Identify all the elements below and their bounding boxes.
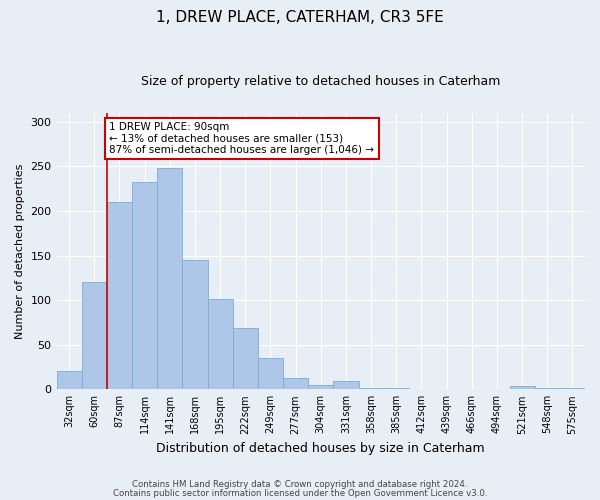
Bar — [334, 382, 359, 390]
Bar — [560, 388, 585, 390]
Text: 1, DREW PLACE, CATERHAM, CR3 5FE: 1, DREW PLACE, CATERHAM, CR3 5FE — [156, 10, 444, 25]
Bar — [509, 386, 535, 390]
Bar — [233, 328, 258, 390]
Bar — [82, 282, 107, 390]
X-axis label: Distribution of detached houses by size in Caterham: Distribution of detached houses by size … — [157, 442, 485, 455]
Bar — [535, 388, 560, 390]
Title: Size of property relative to detached houses in Caterham: Size of property relative to detached ho… — [141, 75, 500, 88]
Bar — [56, 372, 82, 390]
Bar — [383, 388, 409, 390]
Y-axis label: Number of detached properties: Number of detached properties — [15, 164, 25, 338]
Text: Contains HM Land Registry data © Crown copyright and database right 2024.: Contains HM Land Registry data © Crown c… — [132, 480, 468, 489]
Bar — [308, 385, 334, 390]
Bar — [182, 260, 208, 390]
Bar — [208, 299, 233, 390]
Bar — [157, 168, 182, 390]
Bar — [359, 388, 383, 390]
Bar — [283, 378, 308, 390]
Bar — [132, 182, 157, 390]
Text: Contains public sector information licensed under the Open Government Licence v3: Contains public sector information licen… — [113, 488, 487, 498]
Bar — [107, 202, 132, 390]
Text: 1 DREW PLACE: 90sqm
← 13% of detached houses are smaller (153)
87% of semi-detac: 1 DREW PLACE: 90sqm ← 13% of detached ho… — [109, 122, 374, 155]
Bar — [258, 358, 283, 390]
